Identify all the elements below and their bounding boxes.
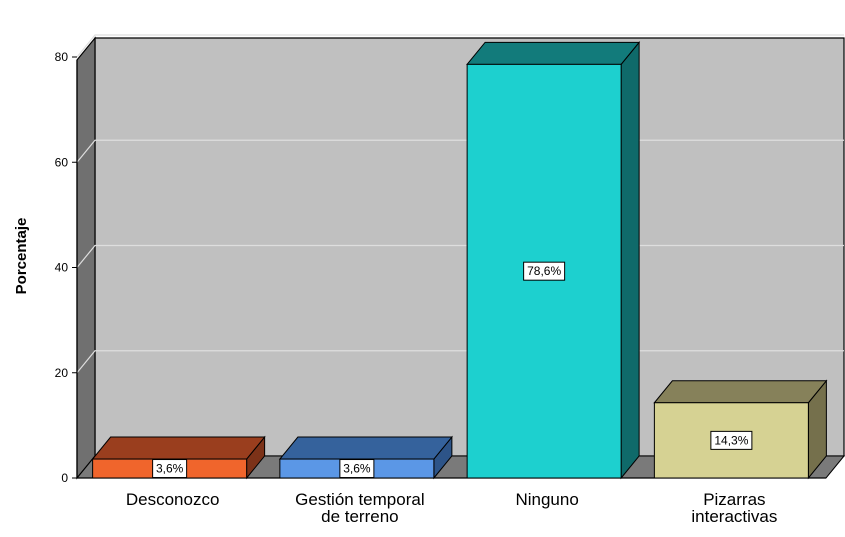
data-label-box — [152, 459, 188, 479]
bar-side — [620, 40, 640, 480]
y-tick-label: 0 — [61, 471, 68, 485]
data-label-box — [523, 261, 566, 281]
data-label: 78,6% — [527, 264, 561, 278]
category-label: de terreno — [321, 507, 399, 526]
bar — [278, 435, 453, 480]
bar — [653, 379, 828, 480]
bar-top — [653, 380, 828, 404]
data-label-box — [339, 459, 375, 479]
data-label: 3,6% — [343, 462, 371, 476]
y-axis-title: Porcentaje — [13, 218, 30, 295]
y-tick-label: 60 — [55, 155, 69, 169]
y-tick-label: 80 — [55, 50, 69, 64]
data-label: 3,6% — [156, 462, 184, 476]
category-label: interactivas — [691, 507, 777, 526]
data-label: 14,3% — [714, 433, 748, 447]
data-labels: 3,6% 3,6% 78,6% 14,3% — [152, 261, 753, 479]
bar — [466, 40, 641, 480]
y-axis: 0 20 40 60 80 — [55, 50, 78, 485]
category-label: Gestión temporal — [295, 490, 424, 509]
y-tick-label: 40 — [55, 261, 69, 275]
bar-top — [278, 436, 453, 460]
data-label-box — [710, 430, 753, 450]
category-label: Ninguno — [515, 490, 578, 509]
bar-top — [91, 436, 266, 460]
category-label: Pizarras — [703, 490, 765, 509]
side-wall — [76, 36, 96, 480]
gridline — [76, 34, 844, 58]
y-tick-label: 20 — [55, 366, 69, 380]
category-label: Desconozco — [126, 490, 220, 509]
bar-top — [466, 41, 641, 65]
